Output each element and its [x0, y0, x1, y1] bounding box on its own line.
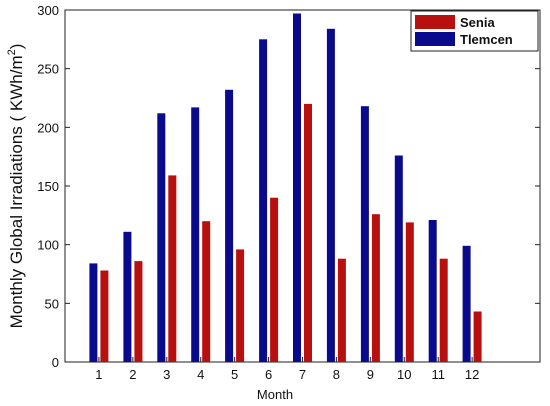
bar-senia-3: [168, 175, 177, 362]
bar-tlemcen-3: [157, 113, 166, 362]
bar-tlemcen-4: [191, 107, 200, 363]
x-tick-label: 3: [163, 367, 170, 382]
bar-senia-1: [100, 270, 109, 362]
y-tick-label: 250: [37, 62, 59, 77]
x-axis-title: Month: [257, 387, 293, 402]
bar-tlemcen-11: [428, 220, 437, 362]
bar-senia-6: [270, 197, 279, 362]
y-axis-title: Monthly Global Irradiations ( KWh/m2): [6, 44, 26, 329]
legend-swatch-tlemcen: [415, 32, 455, 46]
bar-senia-7: [304, 103, 312, 363]
legend-label-senia: Senia: [460, 15, 495, 30]
bar-senia-2: [134, 261, 143, 362]
bars-layer: [89, 13, 482, 363]
bar-tlemcen-8: [326, 28, 335, 363]
x-tick-label: 6: [265, 367, 272, 382]
legend-label-tlemcen: Tlemcen: [460, 32, 513, 47]
x-tick-label: 12: [465, 367, 479, 382]
x-tick-label: 11: [431, 367, 445, 382]
plot-area: [64, 9, 541, 363]
bar-tlemcen-5: [225, 89, 234, 363]
bar-senia-11: [439, 258, 448, 362]
bar-senia-8: [337, 258, 346, 362]
y-axis: 0 50 100 150 200 250 300: [37, 3, 540, 370]
y-axis-title-superscript: 2: [6, 49, 18, 55]
bar-tlemcen-9: [360, 106, 369, 362]
x-tick-label: 10: [397, 367, 411, 382]
legend-swatch-senia: [415, 15, 455, 29]
y-tick-label: 0: [52, 355, 59, 370]
bar-senia-10: [405, 222, 414, 362]
bar-tlemcen-10: [394, 155, 403, 362]
bar-tlemcen-12: [462, 245, 471, 362]
x-tick-label: 9: [367, 367, 374, 382]
legend: Senia Tlemcen: [410, 10, 539, 52]
x-tick-label: 4: [197, 367, 204, 382]
bar-tlemcen-1: [89, 263, 98, 362]
bar-senia-12: [473, 311, 482, 362]
x-tick-label: 2: [129, 367, 136, 382]
bar-tlemcen-7: [293, 13, 301, 362]
y-tick-label: 100: [37, 238, 59, 253]
bar-senia-5: [236, 249, 245, 362]
x-tick-label: 1: [95, 367, 102, 382]
bar-senia-9: [371, 214, 380, 362]
y-tick-label: 50: [45, 296, 59, 311]
y-tick-label: 150: [37, 179, 59, 194]
bar-tlemcen-2: [123, 231, 132, 362]
y-tick-label: 300: [37, 3, 59, 18]
x-tick-label: 8: [333, 367, 340, 382]
y-tick-label: 200: [37, 120, 59, 135]
x-tick-label: 7: [299, 367, 306, 382]
bar-senia-4: [202, 221, 211, 362]
bar-tlemcen-6: [259, 39, 268, 363]
y-axis-title-main: Monthly Global Irradiations ( KWh/m: [7, 55, 26, 328]
x-axis: 1 2 3 4 5 6 7 8 9 10 11 12: [95, 357, 479, 382]
y-axis-title-end: ): [7, 44, 26, 50]
x-tick-label: 5: [231, 367, 238, 382]
